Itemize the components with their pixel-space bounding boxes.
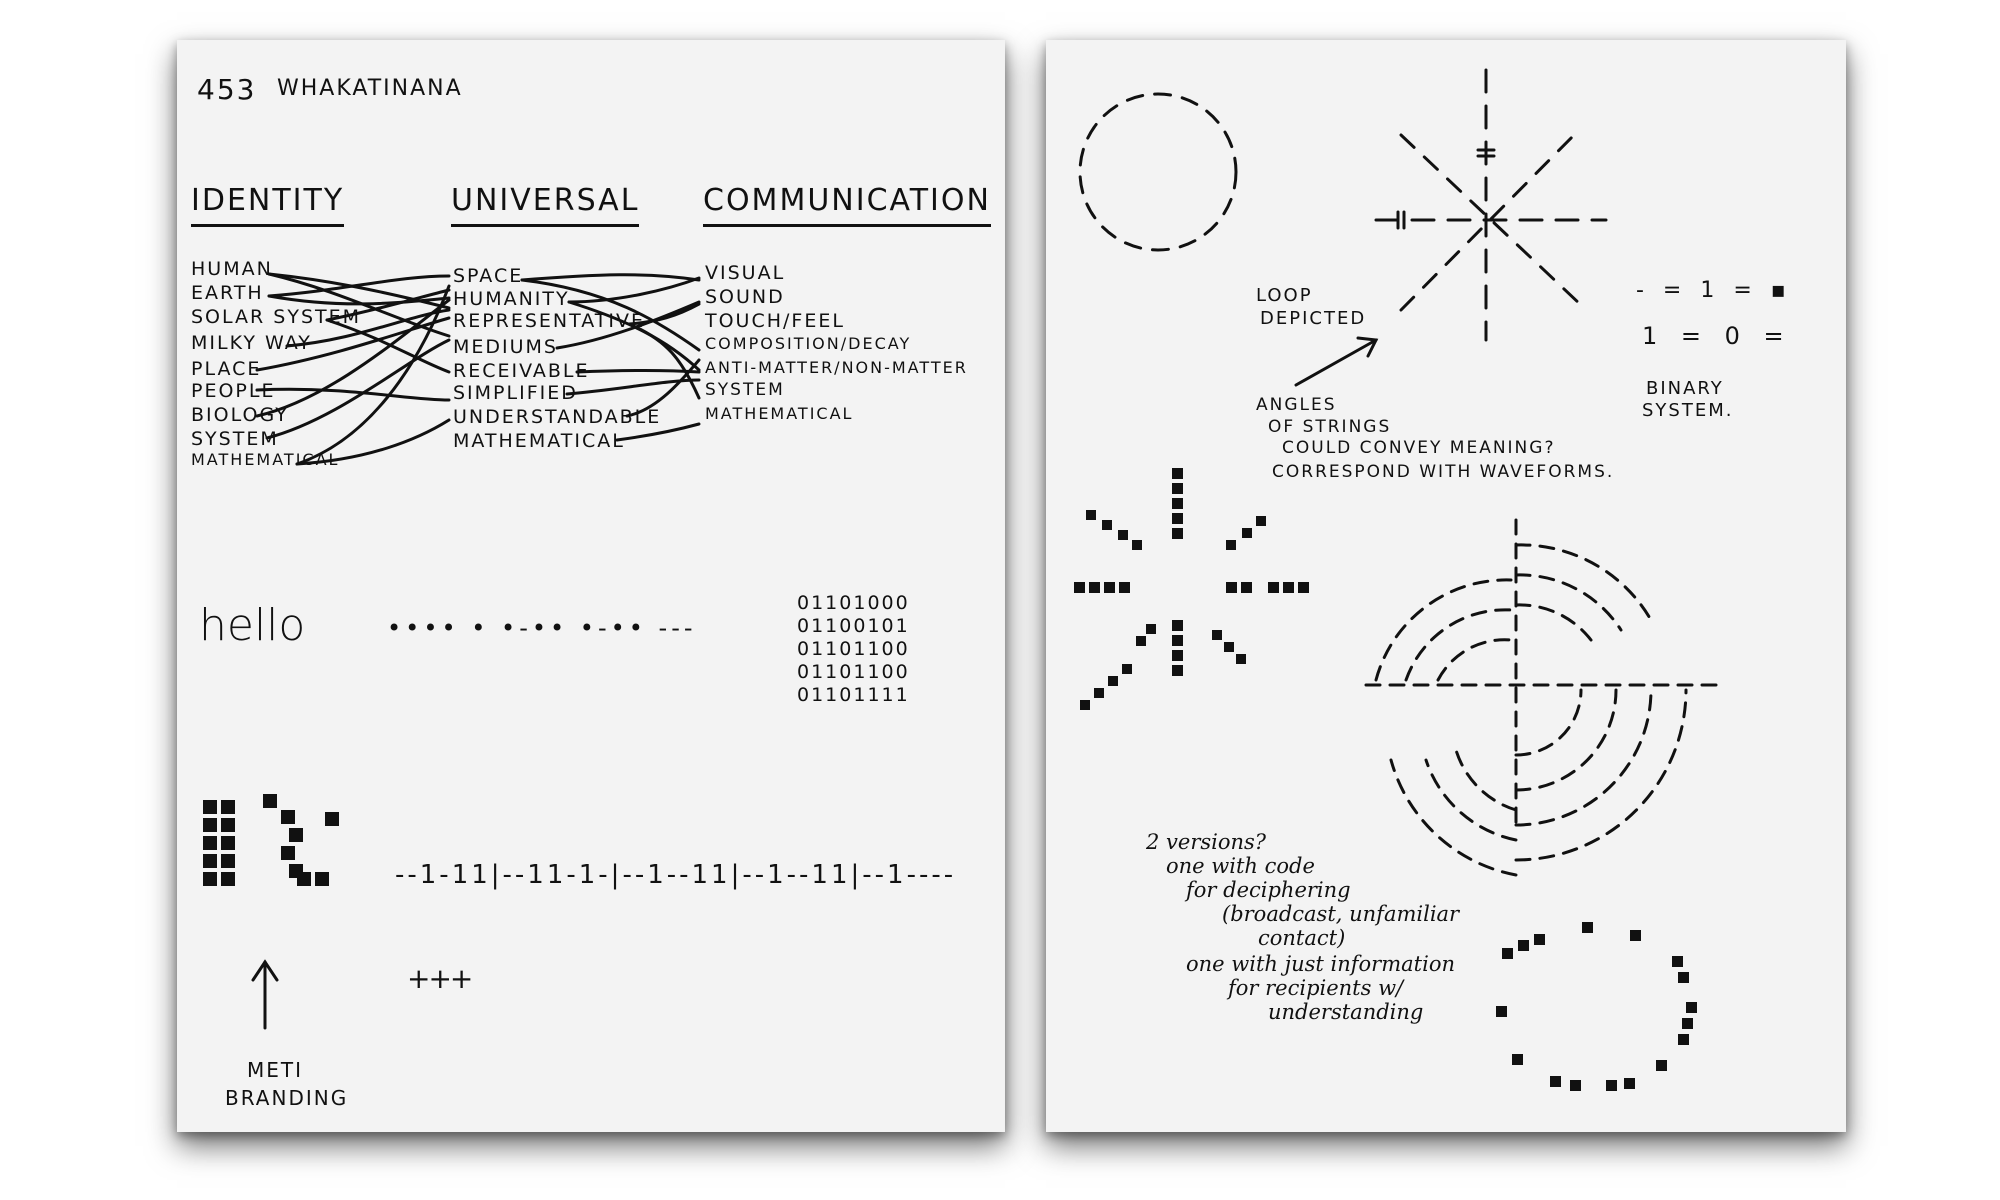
binary-line: 01101111 <box>797 684 910 706</box>
binary-system-row: 1 = 0 = <box>1642 322 1792 350</box>
arrow-icon <box>1294 336 1379 387</box>
list-item: SOUND <box>705 286 785 308</box>
list-item: EARTH <box>191 282 264 304</box>
binary-line: 01100101 <box>797 615 910 637</box>
versions-note-line: for recipients w/ <box>1228 976 1404 1000</box>
versions-note-line: 2 versions? <box>1146 830 1267 854</box>
block-loop <box>1496 922 1697 1091</box>
versions-note-line: one with code <box>1166 854 1315 878</box>
branding-label: BRANDING <box>225 1086 349 1110</box>
list-item: RECEIVABLE <box>453 360 590 382</box>
angles-note-line: COULD CONVEY MEANING? <box>1282 438 1556 458</box>
binary-line: 01101000 <box>797 592 910 614</box>
sketches <box>1074 68 1728 1091</box>
string-burst <box>1374 68 1608 342</box>
tally-mark: +++ <box>407 962 473 995</box>
list-item: HUMAN <box>191 258 273 280</box>
block-burst <box>1074 468 1309 710</box>
versions-note-line: (broadcast, unfamiliar <box>1222 902 1460 926</box>
list-item: TOUCH/FEEL <box>705 310 845 332</box>
binary-label: BINARY <box>1646 378 1724 399</box>
hello-word: hello <box>199 600 306 651</box>
meti-label: METI <box>247 1058 304 1082</box>
list-item: MILKY WAY <box>191 332 312 354</box>
loop-label: LOOP <box>1256 285 1313 306</box>
heading-identity: IDENTITY <box>191 183 345 227</box>
list-item: SYSTEM <box>191 428 279 450</box>
versions-note-line: one with just information <box>1186 952 1455 976</box>
string-code: --1-11|--11-1-|--1--11|--1--11|--1---- <box>395 860 957 890</box>
page-number: 453 <box>197 73 257 106</box>
right-notebook-page: LOOP DEPICTED ANGLES OF STRINGS COULD CO… <box>1046 40 1846 1132</box>
versions-note-line: understanding <box>1268 1000 1424 1024</box>
arrow-up-icon <box>251 959 279 1030</box>
list-item: ANTI-MATTER/NON-MATTER <box>705 358 968 377</box>
versions-note-line: for deciphering <box>1186 878 1351 902</box>
list-item: MEDIUMS <box>453 336 558 358</box>
list-item: VISUAL <box>705 262 786 284</box>
page-title: WHAKATINANA <box>277 76 463 101</box>
heading-universal: UNIVERSAL <box>451 183 640 227</box>
dashed-loop-circle <box>1078 92 1238 252</box>
binary-system-row: - = 1 = ▪ <box>1636 278 1792 303</box>
binary-line: 01101100 <box>797 638 910 660</box>
list-item: PLACE <box>191 358 262 380</box>
list-item: BIOLOGY <box>191 404 289 426</box>
list-item: UNDERSTANDABLE <box>453 406 662 428</box>
angles-note-line: ANGLES <box>1256 395 1337 415</box>
list-item: MATHEMATICAL <box>453 430 625 452</box>
list-item: COMPOSITION/DECAY <box>705 334 912 353</box>
list-item: SIMPLIFIED <box>453 382 578 404</box>
morse-code: •••• • •-•• •-•• --- <box>387 614 697 642</box>
depicted-label: DEPICTED <box>1260 308 1367 329</box>
list-item: HUMANITY <box>453 288 570 310</box>
list-item: REPRESENTATIVE <box>453 310 646 332</box>
list-item: MATHEMATICAL <box>705 404 854 423</box>
angles-note-line: OF STRINGS <box>1268 417 1392 437</box>
block-glyph-hello <box>203 794 339 886</box>
list-item: PEOPLE <box>191 380 276 402</box>
heading-communication: COMMUNICATION <box>703 183 991 227</box>
binary-line: 01101100 <box>797 661 910 683</box>
quadrant-arcs <box>1364 518 1728 877</box>
list-item: SOLAR SYSTEM <box>191 306 362 328</box>
list-item: SPACE <box>453 265 524 287</box>
left-notebook-page: 453 WHAKATINANA IDENTITY UNIVERSAL COMMU… <box>177 40 1005 1132</box>
angles-note-line: CORRESPOND WITH WAVEFORMS. <box>1272 462 1615 482</box>
system-label: SYSTEM. <box>1642 400 1734 421</box>
connection-lines <box>255 272 701 466</box>
versions-note-line: contact) <box>1258 926 1346 950</box>
list-item: SYSTEM <box>705 380 785 400</box>
